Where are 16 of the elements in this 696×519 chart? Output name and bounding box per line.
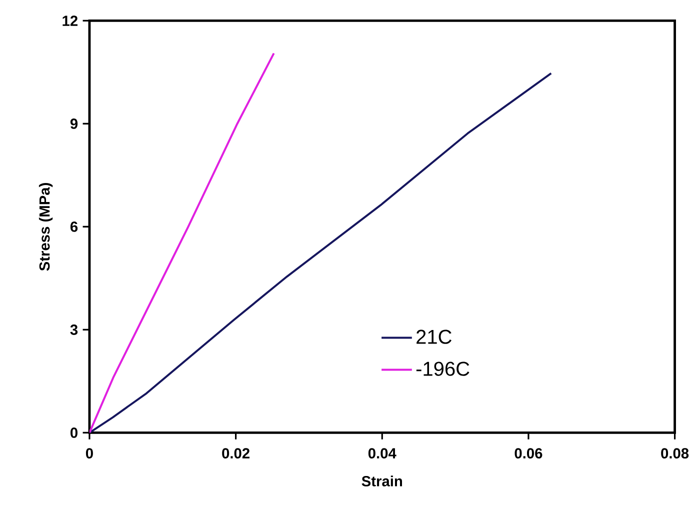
legend-label: -196C [416, 362, 470, 376]
y-tick-label: 0 [70, 428, 78, 438]
y-tick-label: 12 [62, 16, 78, 26]
line-series [89, 72, 552, 433]
legend-label: 21C [416, 330, 452, 344]
x-tick-label: 0.06 [514, 448, 542, 458]
y-tick-label: 3 [70, 324, 78, 335]
line-series [89, 52, 275, 433]
x-tick-label: 0.04 [368, 448, 396, 458]
y-axis-title: Stress (MPa) [38, 183, 53, 271]
x-tick-label: 0.02 [222, 448, 250, 458]
x-tick-label: 0 [86, 448, 93, 458]
x-axis-title: Strain [362, 476, 402, 486]
y-tick-label: 9 [70, 118, 78, 129]
y-tick-label: 6 [70, 222, 78, 232]
x-tick-label: 0.08 [661, 448, 689, 458]
